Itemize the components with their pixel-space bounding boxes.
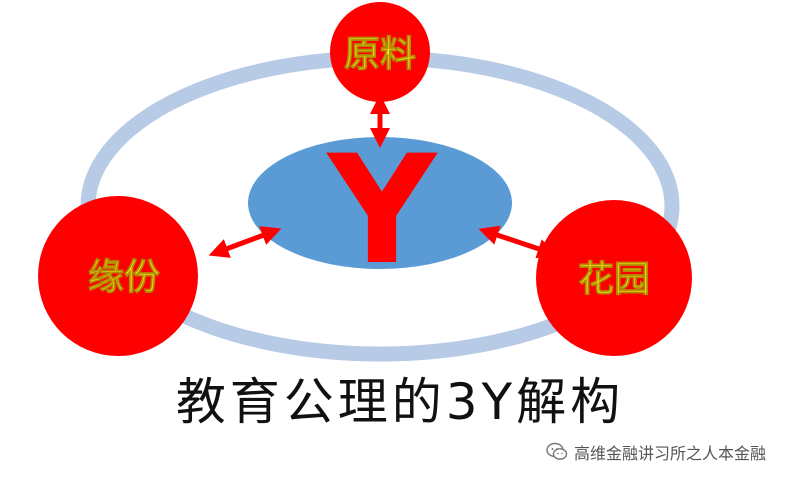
- diagram-caption: 教育公理的3Y解构: [175, 373, 625, 431]
- center-disc: [248, 137, 512, 269]
- node-left: 缘份: [38, 196, 198, 356]
- node-right-label: 花园: [578, 259, 650, 300]
- watermark-text: 高维金融讲习所之人本金融: [573, 444, 766, 463]
- node-left-label: 缘份: [88, 257, 160, 298]
- center-letter: Y: [326, 124, 439, 298]
- watermark: 高维金融讲习所之人本金融: [546, 440, 766, 464]
- arrow-right: [478, 225, 558, 259]
- wechat-icon: [546, 442, 568, 462]
- node-top-label: 原料: [344, 34, 416, 75]
- arrow-left: [208, 226, 282, 258]
- node-right: 花园: [536, 200, 692, 356]
- node-top: 原料: [330, 2, 430, 102]
